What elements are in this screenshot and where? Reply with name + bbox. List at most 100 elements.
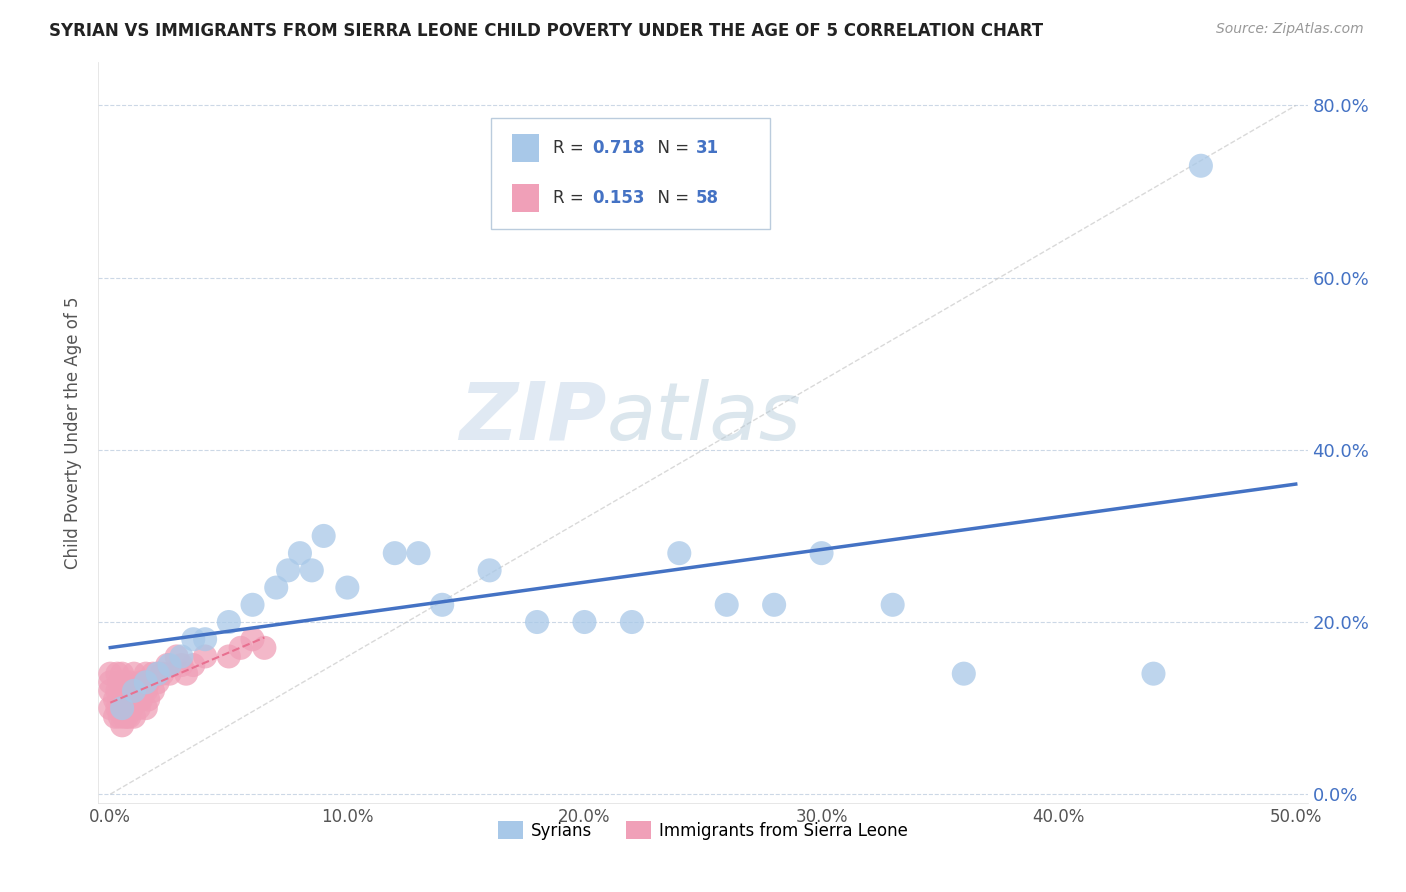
Legend: Syrians, Immigrants from Sierra Leone: Syrians, Immigrants from Sierra Leone bbox=[491, 814, 915, 847]
Point bbox=[574, 615, 596, 629]
Point bbox=[152, 666, 174, 681]
Point bbox=[288, 546, 311, 560]
Point bbox=[108, 692, 131, 706]
Point bbox=[136, 675, 159, 690]
Point bbox=[146, 666, 169, 681]
Point bbox=[170, 658, 193, 673]
Text: 0.718: 0.718 bbox=[592, 139, 644, 157]
Text: 58: 58 bbox=[696, 189, 718, 207]
Point bbox=[111, 684, 134, 698]
Point bbox=[114, 675, 136, 690]
Point bbox=[111, 666, 134, 681]
Point bbox=[108, 709, 131, 723]
Point bbox=[181, 658, 204, 673]
Point bbox=[264, 581, 287, 595]
Point bbox=[810, 546, 832, 560]
Point bbox=[716, 598, 738, 612]
Point bbox=[526, 615, 548, 629]
Point bbox=[170, 649, 193, 664]
Point bbox=[115, 684, 138, 698]
Point bbox=[1142, 666, 1164, 681]
Point bbox=[312, 529, 335, 543]
Point bbox=[135, 675, 157, 690]
Text: N =: N = bbox=[647, 139, 695, 157]
Point bbox=[128, 684, 150, 698]
Point bbox=[336, 581, 359, 595]
Text: R =: R = bbox=[553, 189, 589, 207]
Point bbox=[118, 692, 141, 706]
Point bbox=[108, 675, 131, 690]
Point bbox=[668, 546, 690, 560]
Point bbox=[121, 701, 143, 715]
Point bbox=[242, 632, 264, 647]
Point bbox=[105, 701, 128, 715]
Point bbox=[146, 666, 169, 681]
Point bbox=[122, 692, 145, 706]
Text: ZIP: ZIP bbox=[458, 379, 606, 457]
Y-axis label: Child Poverty Under the Age of 5: Child Poverty Under the Age of 5 bbox=[65, 296, 83, 569]
Point bbox=[301, 563, 323, 577]
FancyBboxPatch shape bbox=[512, 184, 538, 212]
Point bbox=[159, 666, 181, 681]
Point bbox=[122, 684, 145, 698]
Point bbox=[135, 701, 157, 715]
Text: Source: ZipAtlas.com: Source: ZipAtlas.com bbox=[1216, 22, 1364, 37]
Point bbox=[98, 666, 121, 681]
Point bbox=[882, 598, 904, 612]
Point bbox=[111, 701, 134, 715]
Point bbox=[122, 709, 145, 723]
Point bbox=[763, 598, 786, 612]
Point bbox=[98, 684, 121, 698]
Point bbox=[132, 684, 155, 698]
Point bbox=[135, 684, 157, 698]
Point bbox=[105, 666, 128, 681]
Point bbox=[114, 692, 136, 706]
Point bbox=[111, 701, 134, 715]
Point bbox=[111, 718, 134, 732]
Point bbox=[129, 675, 152, 690]
Point bbox=[194, 649, 217, 664]
Point bbox=[98, 701, 121, 715]
Point bbox=[114, 709, 136, 723]
Point bbox=[105, 684, 128, 698]
Point bbox=[432, 598, 454, 612]
Point bbox=[136, 692, 159, 706]
Point bbox=[122, 666, 145, 681]
Point bbox=[146, 675, 169, 690]
Text: 0.153: 0.153 bbox=[592, 189, 644, 207]
Point bbox=[135, 666, 157, 681]
Point bbox=[121, 684, 143, 698]
Point bbox=[384, 546, 406, 560]
Point bbox=[229, 640, 252, 655]
Text: 31: 31 bbox=[696, 139, 718, 157]
Text: N =: N = bbox=[647, 189, 695, 207]
Point bbox=[1189, 159, 1212, 173]
Point bbox=[166, 649, 188, 664]
Point bbox=[174, 666, 197, 681]
Text: atlas: atlas bbox=[606, 379, 801, 457]
Point bbox=[142, 666, 165, 681]
Point bbox=[142, 684, 165, 698]
Point bbox=[242, 598, 264, 612]
Point bbox=[122, 684, 145, 698]
Point bbox=[115, 709, 138, 723]
Point bbox=[218, 615, 240, 629]
Text: R =: R = bbox=[553, 139, 589, 157]
Point bbox=[408, 546, 430, 560]
FancyBboxPatch shape bbox=[512, 135, 538, 162]
Point bbox=[194, 632, 217, 647]
Point bbox=[98, 675, 121, 690]
Point bbox=[952, 666, 974, 681]
Point bbox=[218, 649, 240, 664]
FancyBboxPatch shape bbox=[492, 118, 769, 229]
Point bbox=[111, 692, 134, 706]
Point bbox=[129, 692, 152, 706]
Point bbox=[620, 615, 643, 629]
Point bbox=[104, 692, 127, 706]
Point bbox=[478, 563, 501, 577]
Point bbox=[253, 640, 276, 655]
Point bbox=[156, 658, 179, 673]
Point bbox=[118, 709, 141, 723]
Text: SYRIAN VS IMMIGRANTS FROM SIERRA LEONE CHILD POVERTY UNDER THE AGE OF 5 CORRELAT: SYRIAN VS IMMIGRANTS FROM SIERRA LEONE C… bbox=[49, 22, 1043, 40]
Point bbox=[115, 701, 138, 715]
